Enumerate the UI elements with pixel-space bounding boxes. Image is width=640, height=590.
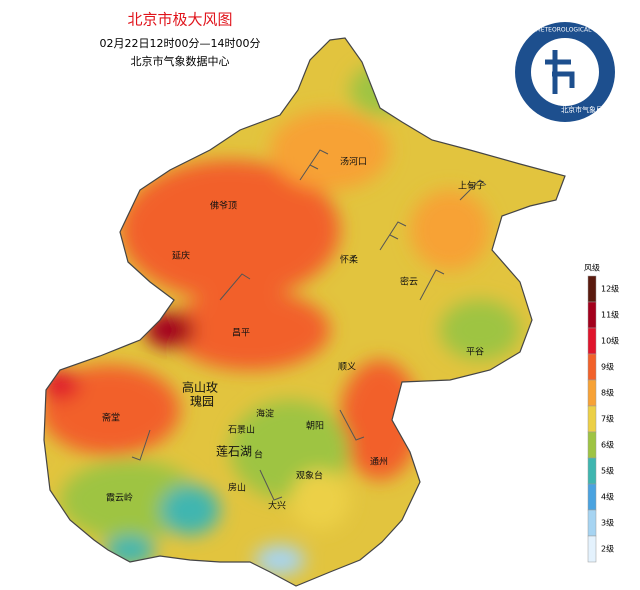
legend-label: 11级 — [601, 310, 619, 320]
title: 北京市极大风图 — [127, 11, 232, 29]
legend: 风级 12级 11级 10级 9级 8级 7级 6级 5级 4级 3级 2级 — [584, 263, 619, 563]
place: 汤河口 — [340, 156, 367, 168]
boundary — [43, 37, 566, 587]
legend-swatch — [587, 275, 597, 303]
legend-label: 6级 — [601, 440, 614, 450]
legend-label: 5级 — [601, 466, 614, 476]
place: 朝阳 — [306, 421, 324, 432]
legend-label: 4级 — [601, 492, 614, 502]
legend-swatch — [587, 535, 597, 563]
place: 霞云岭 — [106, 492, 133, 504]
legend-swatch — [587, 483, 597, 511]
legend-swatch — [587, 301, 597, 329]
legend-label: 12级 — [601, 284, 619, 294]
place: 台 — [254, 449, 263, 461]
place: 大兴 — [268, 500, 286, 512]
place: 怀柔 — [340, 254, 358, 266]
place: 斋堂 — [102, 412, 120, 424]
legend-swatch — [587, 327, 597, 355]
place: 延庆 — [172, 250, 190, 262]
legend-title: 风级 — [584, 263, 600, 273]
subtitle: 02月22日12时00分—14时00分 — [100, 37, 261, 50]
place: 房山 — [228, 482, 246, 494]
logo: BEIJING METEOROLOGICAL SERVICE 北京市气象局 — [511, 22, 619, 122]
legend-label: 10级 — [601, 336, 619, 346]
place: 观象台 — [296, 470, 323, 482]
place: 瑰园 — [190, 394, 214, 409]
place: 上甸子 — [458, 180, 485, 192]
wind-barbs — [131, 149, 487, 501]
legend-label: 8级 — [601, 388, 614, 398]
place: 密云 — [400, 276, 418, 288]
place: 高山玫 — [182, 380, 218, 395]
place: 佛爷顶 — [210, 200, 237, 212]
legend-swatch — [587, 353, 597, 381]
legend-label: 7级 — [601, 414, 614, 424]
place: 通州 — [370, 457, 388, 468]
logo-cn: 北京市气象局 — [561, 105, 603, 114]
place: 莲石湖 — [216, 444, 252, 459]
legend-label: 2级 — [601, 544, 614, 554]
source: 北京市气象数据中心 — [131, 54, 230, 68]
logo-en: BEIJING METEOROLOGICAL SERVICE — [511, 27, 619, 34]
place: 海淀 — [256, 408, 274, 420]
place: 昌平 — [232, 328, 250, 339]
legend-label: 3级 — [601, 518, 614, 528]
legend-label: 9级 — [601, 362, 614, 372]
place: 石景山 — [228, 425, 255, 436]
legend-swatch — [587, 379, 597, 407]
legend-swatch — [587, 509, 597, 537]
legend-swatch — [587, 457, 597, 485]
place-labels: 汤河口 上甸子 佛爷顶 延庆 怀柔 密云 昌平 平谷 顺义 高山玫 瑰园 斋堂 … — [102, 156, 485, 512]
place: 顺义 — [338, 362, 356, 373]
legend-swatch — [587, 405, 597, 433]
legend-swatch — [587, 431, 597, 459]
place: 平谷 — [466, 347, 484, 358]
